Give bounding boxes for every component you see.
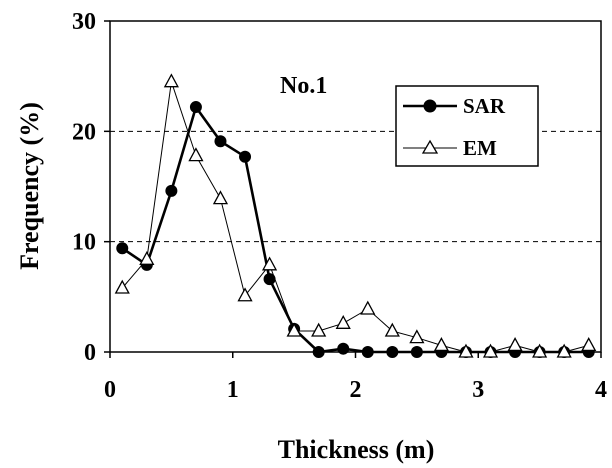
y-tick-label: 0 bbox=[84, 340, 96, 366]
point-em bbox=[433, 337, 450, 352]
chart-annotation: No.1 bbox=[280, 73, 327, 99]
point-em bbox=[212, 190, 229, 205]
y-axis-title: Frequency (%) bbox=[15, 102, 44, 270]
legend-marker-sar bbox=[423, 99, 437, 113]
point-sar bbox=[361, 346, 374, 358]
axis-ticks bbox=[104, 20, 602, 358]
point-sar bbox=[214, 135, 227, 148]
legend-box bbox=[395, 85, 539, 167]
point-sar bbox=[239, 150, 252, 163]
legend: SAR EM bbox=[395, 85, 539, 167]
point-em bbox=[163, 73, 179, 88]
plot-area bbox=[109, 20, 602, 353]
point-em bbox=[384, 322, 400, 337]
legend-label-sar: SAR bbox=[463, 94, 506, 118]
x-tick-label: 2 bbox=[350, 377, 362, 403]
tick-labels: 0 10 20 30 0 1 2 3 4 bbox=[72, 9, 607, 403]
point-em bbox=[458, 343, 474, 358]
point-sar bbox=[410, 346, 423, 358]
x-tick-label: 0 bbox=[104, 377, 116, 403]
point-em bbox=[286, 322, 302, 337]
point-em bbox=[139, 250, 155, 265]
point-em bbox=[556, 343, 572, 358]
point-em bbox=[114, 279, 130, 294]
legend-label-em: EM bbox=[463, 136, 497, 160]
point-sar bbox=[386, 346, 399, 358]
y-tick-label: 20 bbox=[72, 119, 96, 145]
point-sar bbox=[312, 346, 325, 358]
point-em bbox=[188, 147, 204, 162]
x-tick-label: 3 bbox=[472, 377, 484, 403]
point-em bbox=[409, 329, 425, 344]
point-em bbox=[237, 287, 253, 302]
point-sar bbox=[189, 101, 202, 114]
point-sar bbox=[165, 184, 178, 197]
point-em bbox=[311, 322, 327, 337]
point-em bbox=[581, 337, 597, 352]
x-tick-label: 4 bbox=[595, 377, 607, 403]
point-em bbox=[335, 314, 351, 329]
y-tick-label: 10 bbox=[72, 230, 96, 256]
point-em bbox=[507, 337, 523, 352]
point-sar bbox=[116, 242, 129, 255]
y-tick-label: 30 bbox=[72, 9, 96, 35]
point-em bbox=[532, 343, 548, 358]
point-em bbox=[482, 343, 499, 358]
x-axis-title: Thickness (m) bbox=[278, 435, 435, 464]
point-em bbox=[261, 256, 278, 271]
point-sar bbox=[263, 273, 276, 286]
series-layer bbox=[114, 73, 597, 358]
point-sar bbox=[337, 342, 350, 355]
x-tick-label: 1 bbox=[227, 377, 239, 403]
legend-marker-em bbox=[421, 139, 439, 154]
point-em bbox=[360, 300, 376, 315]
